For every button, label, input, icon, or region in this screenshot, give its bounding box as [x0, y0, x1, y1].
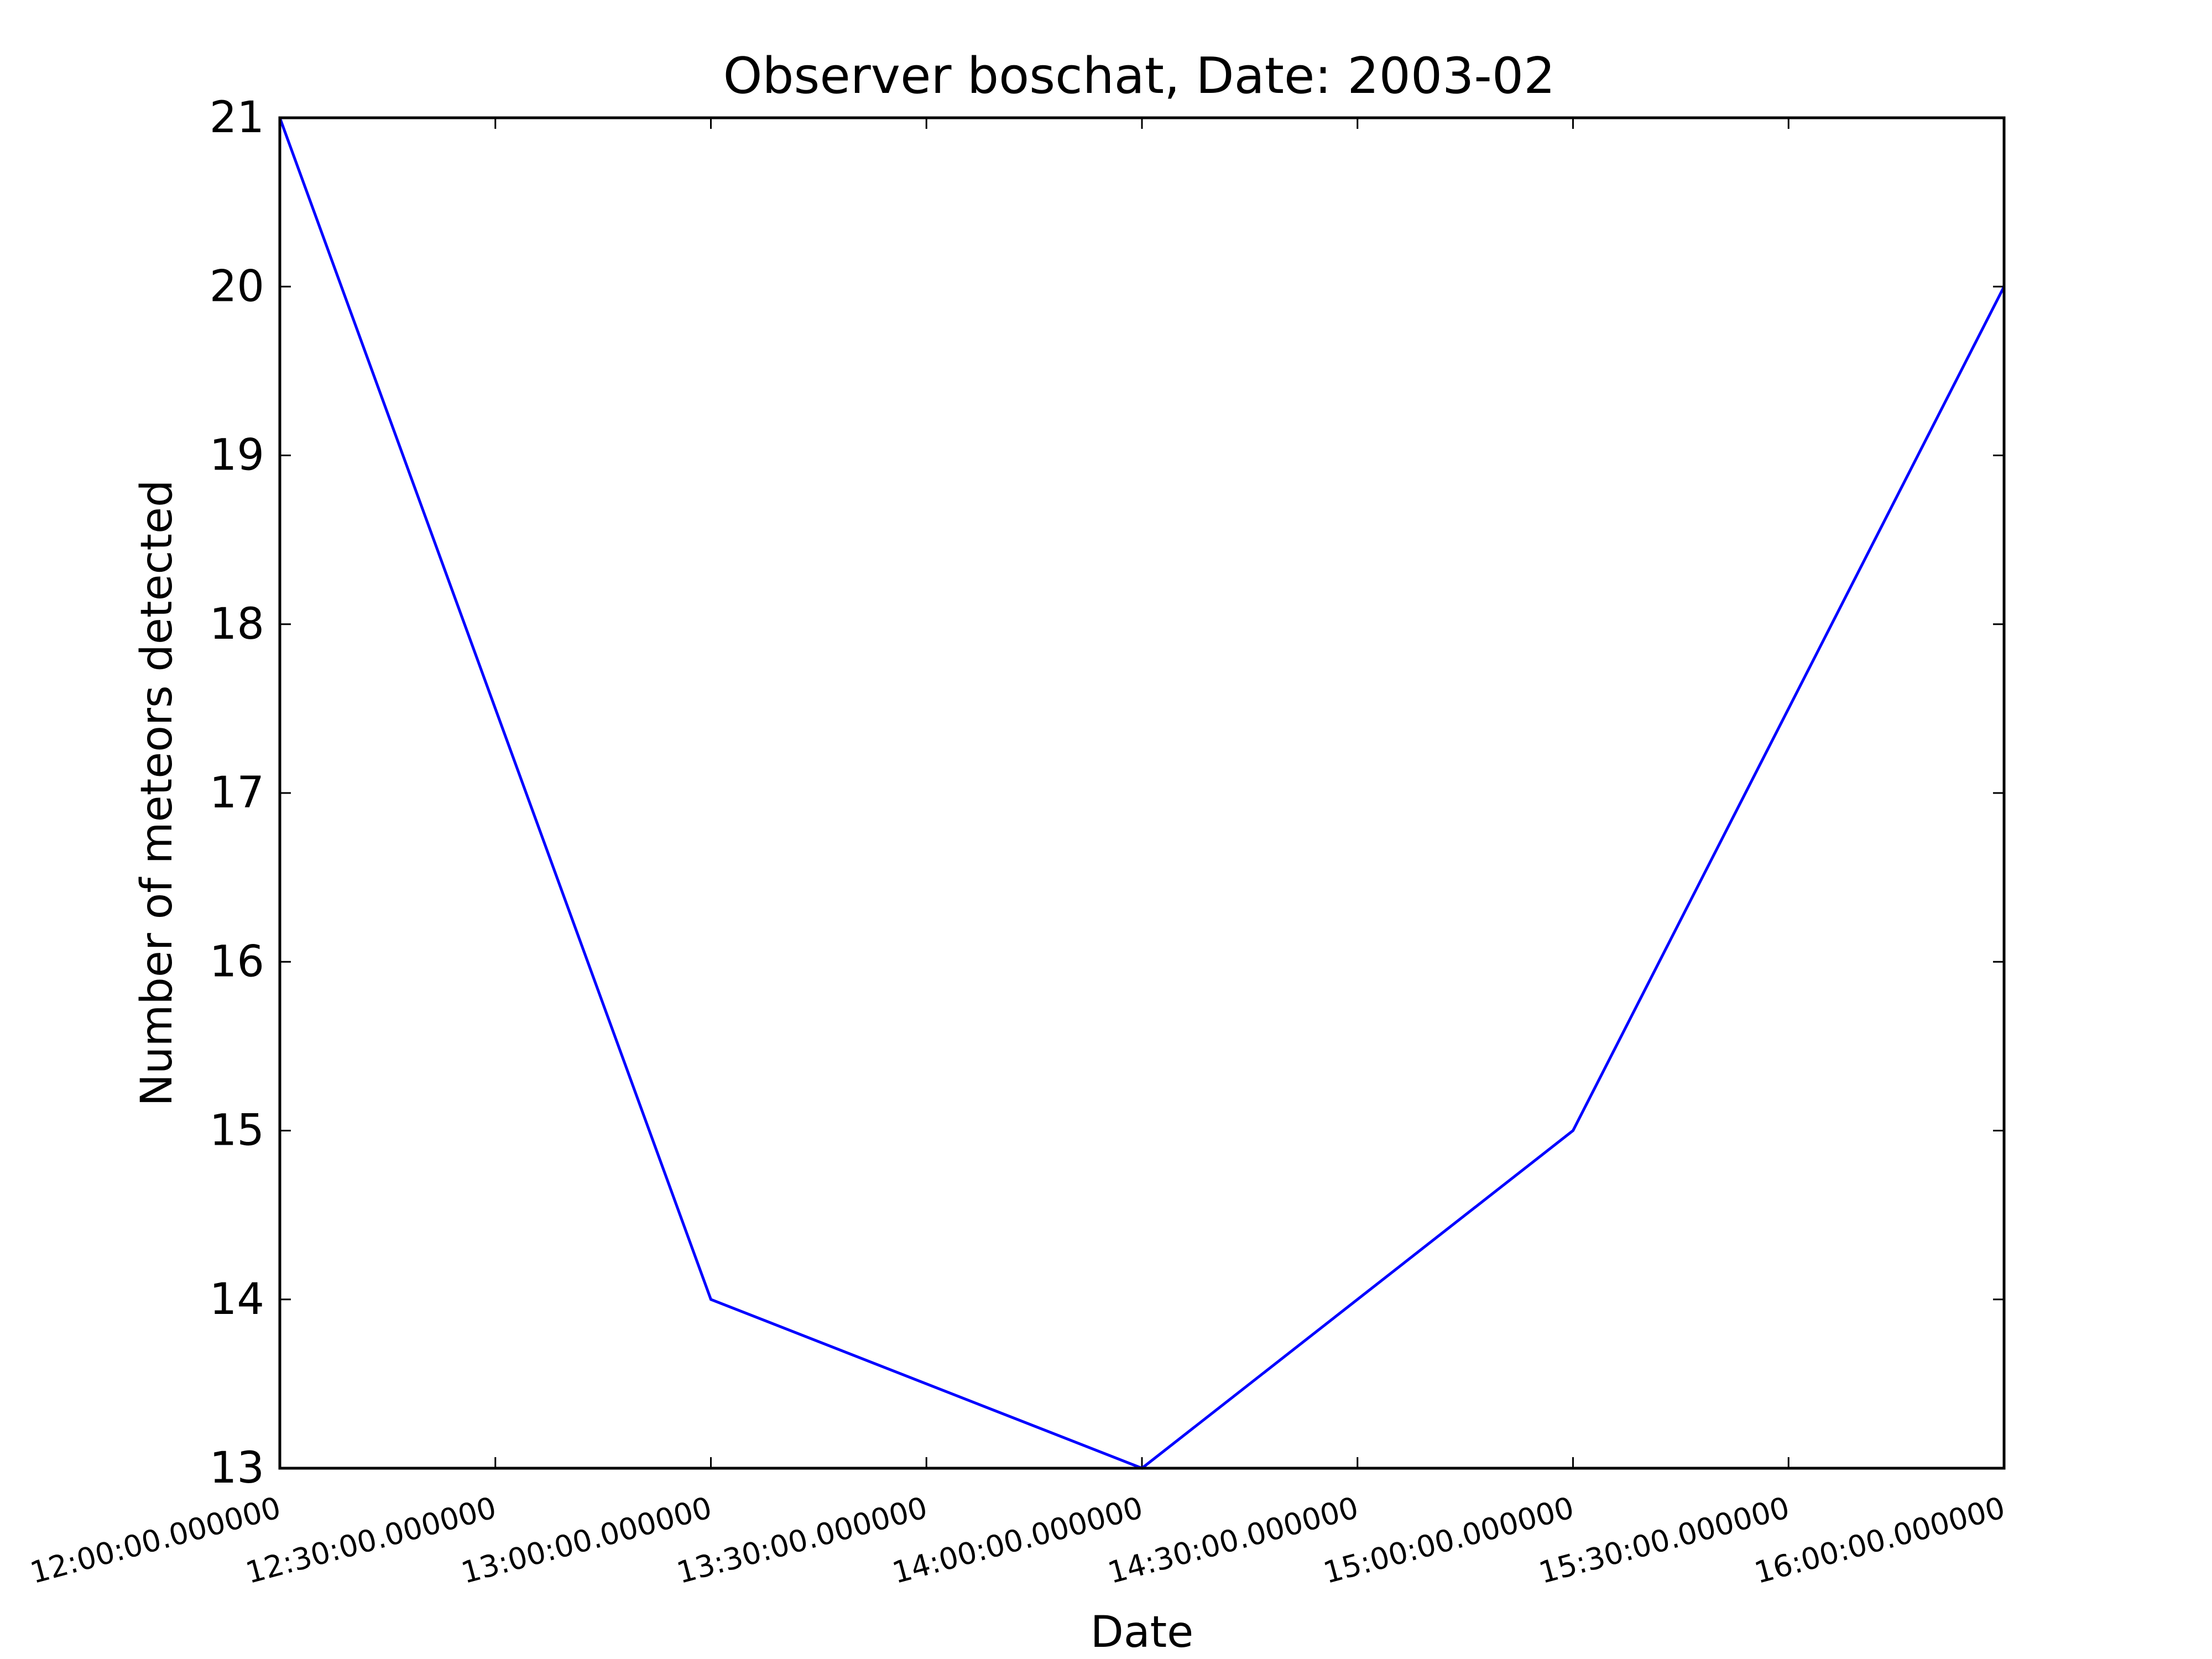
y-tick-label: 21 — [210, 93, 264, 143]
y-tick-label: 15 — [210, 1106, 264, 1156]
y-axis-label: Number of meteors detected — [132, 480, 182, 1107]
y-tick-label: 18 — [210, 599, 264, 649]
y-tick-label: 14 — [210, 1275, 264, 1324]
y-tick-label: 16 — [210, 937, 264, 987]
y-tick-label: 20 — [210, 262, 264, 311]
y-tick-labels: 13 14 15 16 17 18 19 20 21 — [210, 93, 264, 1493]
x-axis-label: Date — [1091, 1608, 1193, 1657]
y-tick-label: 19 — [210, 431, 264, 481]
chart-title: Observer boschat, Date: 2003-02 — [723, 47, 1556, 105]
y-tick-label: 17 — [210, 768, 264, 818]
plot-area-frame — [278, 116, 2006, 1470]
y-tick-label: 13 — [210, 1443, 264, 1493]
